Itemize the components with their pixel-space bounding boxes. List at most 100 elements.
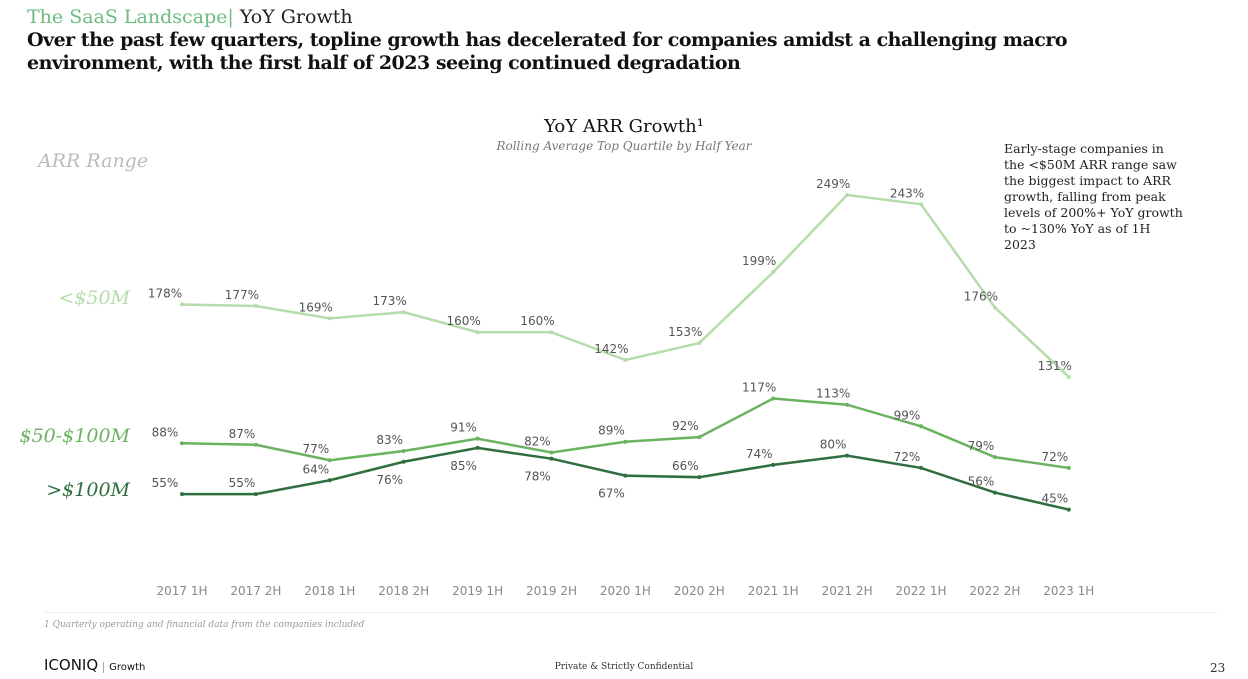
series-line: [181, 397, 1069, 470]
data-point: [992, 490, 997, 495]
data-point: [401, 310, 406, 315]
data-point: [549, 450, 554, 455]
data-label: 85%: [450, 459, 477, 473]
data-label: 67%: [598, 487, 625, 501]
data-point: [919, 465, 923, 470]
data-point: [401, 448, 406, 453]
data-point: [845, 193, 850, 197]
data-label: 199%: [742, 254, 776, 268]
data-label: 80%: [820, 438, 847, 452]
data-label: 176%: [964, 290, 998, 304]
data-label: 64%: [302, 462, 329, 476]
data-point: [697, 435, 702, 440]
footnote: 1 Quarterly operating and financial data…: [44, 620, 365, 630]
data-label: 72%: [1041, 450, 1068, 464]
data-point: [623, 357, 628, 362]
section-name: The SaaS Landscape|: [27, 6, 234, 28]
data-label: 153%: [668, 325, 702, 339]
x-tick-label: 2017 1H: [156, 584, 207, 598]
data-label: 249%: [816, 177, 850, 191]
x-tick-label: 2023 1H: [1043, 584, 1094, 598]
data-label: 74%: [746, 447, 773, 461]
data-label: 66%: [672, 459, 699, 473]
data-point: [180, 441, 184, 446]
data-point: [623, 473, 628, 478]
data-label: 160%: [446, 314, 480, 328]
data-point: [992, 455, 997, 460]
data-label: 76%: [376, 473, 403, 487]
data-point: [475, 436, 480, 441]
x-tick-label: 2019 1H: [452, 584, 503, 598]
data-point: [549, 456, 554, 461]
data-label: 55%: [152, 476, 179, 490]
data-point: [919, 424, 923, 429]
chart-annotation: Early-stage companies in the <$50M ARR r…: [1004, 141, 1183, 252]
chart-subtitle: Rolling Average Top Quartile by Half Yea…: [496, 139, 752, 153]
data-point: [180, 302, 184, 307]
data-label: 89%: [598, 424, 625, 438]
x-tick-label: 2018 1H: [304, 584, 355, 598]
data-point: [253, 442, 258, 447]
data-label: 131%: [1038, 359, 1072, 373]
x-tick-label: 2022 2H: [969, 584, 1020, 598]
data-label: 99%: [894, 408, 921, 422]
data-label: 178%: [148, 286, 182, 300]
x-tick-label: 2021 2H: [822, 584, 873, 598]
data-point: [475, 330, 480, 335]
page-headline: Over the past few quarters, topline grow…: [27, 29, 1068, 74]
data-label: 243%: [890, 186, 924, 200]
legend-title: ARR Range: [38, 150, 149, 172]
data-point: [845, 402, 850, 407]
data-label: 91%: [450, 421, 477, 435]
data-label: 117%: [742, 381, 776, 395]
data-label: 88%: [152, 425, 179, 439]
logo-text: ICONIQ: [44, 656, 99, 674]
data-point: [327, 316, 332, 321]
data-point: [180, 492, 184, 497]
data-label: 45%: [1041, 492, 1068, 506]
data-point: [992, 305, 997, 310]
logo-sub: Growth: [103, 662, 146, 673]
legend-label: >$100M: [46, 479, 130, 501]
data-label: 113%: [816, 387, 850, 401]
section-topic: YoY Growth: [239, 6, 353, 28]
data-point: [1066, 507, 1071, 512]
data-point: [549, 330, 554, 335]
x-tick-label: 2018 2H: [378, 584, 429, 598]
data-label: 82%: [524, 435, 551, 449]
data-label: 56%: [968, 475, 995, 489]
x-tick-label: 2020 2H: [674, 584, 725, 598]
data-point: [919, 202, 923, 207]
x-tick-label: 2021 1H: [748, 584, 799, 598]
data-label: 173%: [373, 294, 407, 308]
line-chart: 2017 1H 2017 2H 2018 1H 2018 2H 2019 1H 2019 …: [20, 177, 1095, 598]
data-point: [253, 304, 258, 309]
data-point: [475, 445, 480, 450]
data-label: 177%: [225, 288, 259, 302]
data-point: [845, 453, 850, 458]
data-label: 78%: [524, 470, 551, 484]
data-point: [1066, 374, 1071, 379]
data-label: 72%: [894, 450, 921, 464]
data-label: 87%: [229, 427, 256, 441]
x-tick-label: 2020 1H: [600, 584, 651, 598]
confidential-label: Private & Strictly Confidential: [554, 662, 694, 672]
data-label: 83%: [376, 433, 403, 447]
data-point: [697, 475, 702, 480]
data-point: [327, 458, 332, 463]
data-point: [771, 270, 776, 275]
data-label: 169%: [299, 300, 333, 314]
data-label: 160%: [520, 314, 554, 328]
data-point: [401, 459, 406, 464]
page-number: 23: [1210, 661, 1226, 675]
data-point: [771, 462, 776, 467]
data-point: [697, 341, 702, 346]
footer-divider: [44, 612, 1218, 613]
iconiq-logo: ICONIQ Growth: [44, 656, 146, 674]
chart-title: YoY ARR Growth¹: [544, 116, 704, 137]
data-label: 79%: [968, 439, 995, 453]
section-kicker: The SaaS Landscape| YoY Growth: [27, 6, 353, 28]
data-label: 77%: [302, 442, 329, 456]
data-label: 92%: [672, 419, 699, 433]
data-point: [327, 478, 332, 483]
